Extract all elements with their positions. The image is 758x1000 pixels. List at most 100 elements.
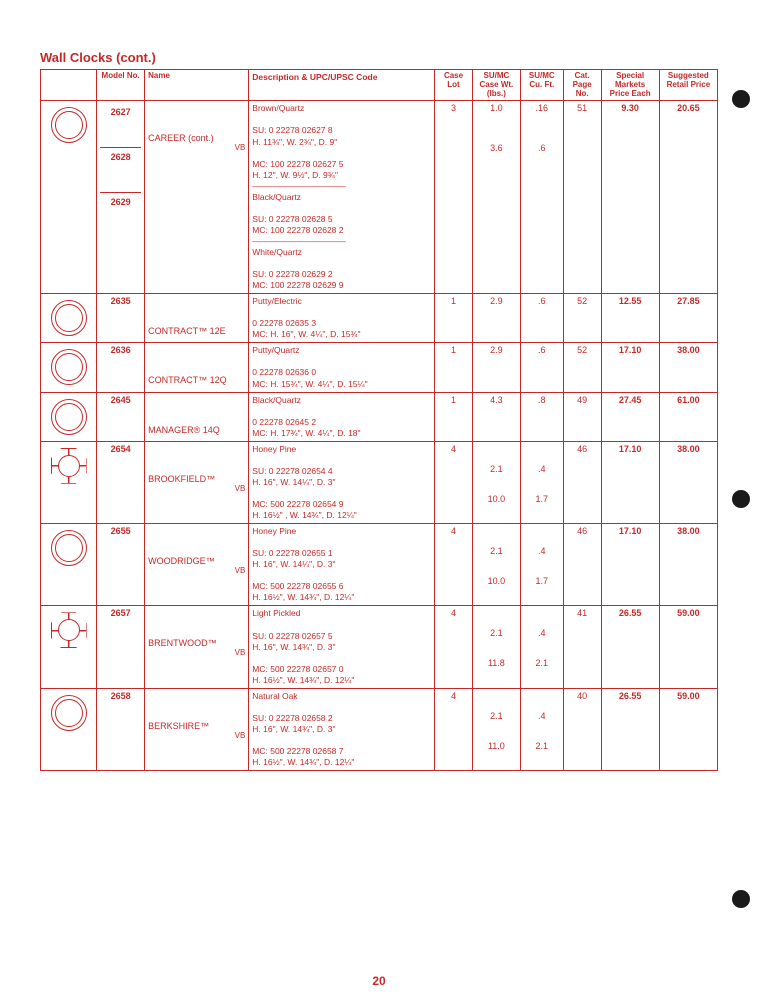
cuft-cell: .4 1.7 (520, 441, 563, 523)
header-catpage: Cat. Page No. (563, 70, 601, 101)
header-row: Model No. Name Description & UPC/UPSC Co… (41, 70, 718, 101)
special-cell: 9.30 (601, 101, 659, 294)
product-image-cell (41, 343, 97, 392)
header-model: Model No. (97, 70, 145, 101)
model-cell: 2655 (97, 524, 145, 606)
product-image-cell (41, 688, 97, 770)
retail-cell: 38.00 (659, 524, 717, 606)
caseLot-cell: 1 (435, 294, 473, 343)
name-cell: BRENTWOOD™VB (145, 606, 249, 688)
description-cell: Light Pickled SU: 0 22278 02657 5 H. 16"… (249, 606, 435, 688)
hole-punch (732, 890, 750, 908)
description-cell: Putty/Quartz 0 22278 02636 0 MC: H. 15¾"… (249, 343, 435, 392)
page-cell: 52 (563, 343, 601, 392)
product-image-cell (41, 441, 97, 523)
description-cell: Honey Pine SU: 0 22278 02655 1 H. 16", W… (249, 524, 435, 606)
header-casewt: SU/MC Case Wt. (lbs.) (472, 70, 520, 101)
model-cell: 2645 (97, 392, 145, 441)
clock-icon (51, 612, 87, 648)
price-table: Model No. Name Description & UPC/UPSC Co… (40, 69, 718, 771)
description-cell: Natural Oak SU: 0 22278 02658 2 H. 16", … (249, 688, 435, 770)
cuft-cell: .6 (520, 343, 563, 392)
caseLot-cell: 1 (435, 392, 473, 441)
retail-cell: 38.00 (659, 343, 717, 392)
product-image-cell (41, 101, 97, 294)
caseLot-cell: 4 (435, 524, 473, 606)
caseLot-cell: 4 (435, 606, 473, 688)
special-cell: 12.55 (601, 294, 659, 343)
special-cell: 17.10 (601, 524, 659, 606)
clock-icon (51, 530, 87, 566)
page-cell: 49 (563, 392, 601, 441)
cuft-cell: .4 2.1 (520, 688, 563, 770)
retail-cell: 20.65 (659, 101, 717, 294)
cuft-cell: .4 2.1 (520, 606, 563, 688)
table-row: 262726282629CAREER (cont.)VBBrown/Quartz… (41, 101, 718, 294)
retail-cell: 61.00 (659, 392, 717, 441)
header-special: Special Markets Price Each (601, 70, 659, 101)
table-row: 2645MANAGER® 14QBlack/Quartz 0 22278 026… (41, 392, 718, 441)
clock-icon (51, 695, 87, 731)
page-cell: 52 (563, 294, 601, 343)
cuft-cell: .4 1.7 (520, 524, 563, 606)
wt-cell: 1.0 3.6 (472, 101, 520, 294)
product-image-cell (41, 392, 97, 441)
page-number: 20 (0, 974, 758, 988)
clock-icon (51, 399, 87, 435)
name-cell: WOODRIDGE™VB (145, 524, 249, 606)
special-cell: 27.45 (601, 392, 659, 441)
table-row: 2636CONTRACT™ 12QPutty/Quartz 0 22278 02… (41, 343, 718, 392)
model-cell: 262726282629 (97, 101, 145, 294)
product-image-cell (41, 524, 97, 606)
caseLot-cell: 4 (435, 688, 473, 770)
wt-cell: 2.9 (472, 294, 520, 343)
header-retail: Suggested Retail Price (659, 70, 717, 101)
special-cell: 26.55 (601, 606, 659, 688)
product-image-cell (41, 294, 97, 343)
page-cell: 46 (563, 441, 601, 523)
model-cell: 2657 (97, 606, 145, 688)
page-cell: 41 (563, 606, 601, 688)
table-row: 2655WOODRIDGE™VBHoney Pine SU: 0 22278 0… (41, 524, 718, 606)
product-image-cell (41, 606, 97, 688)
description-cell: Honey Pine SU: 0 22278 02654 4 H. 16", W… (249, 441, 435, 523)
table-row: 2657BRENTWOOD™VBLight Pickled SU: 0 2227… (41, 606, 718, 688)
retail-cell: 38.00 (659, 441, 717, 523)
wt-cell: 2.1 11.0 (472, 688, 520, 770)
name-cell: BROOKFIELD™VB (145, 441, 249, 523)
retail-cell: 59.00 (659, 606, 717, 688)
caseLot-cell: 4 (435, 441, 473, 523)
wt-cell: 2.9 (472, 343, 520, 392)
model-cell: 2635 (97, 294, 145, 343)
name-cell: BERKSHIRE™VB (145, 688, 249, 770)
caseLot-cell: 3 (435, 101, 473, 294)
cuft-cell: .6 (520, 294, 563, 343)
clock-icon (51, 107, 87, 143)
hole-punch (732, 490, 750, 508)
description-cell: Putty/Electric 0 22278 02635 3 MC: H. 16… (249, 294, 435, 343)
section-title: Wall Clocks (cont.) (40, 50, 718, 65)
clock-icon (51, 448, 87, 484)
cuft-cell: .16 .6 (520, 101, 563, 294)
header-image (41, 70, 97, 101)
name-cell: CONTRACT™ 12E (145, 294, 249, 343)
hole-punch (732, 90, 750, 108)
clock-icon (51, 300, 87, 336)
description-cell: Black/Quartz 0 22278 02645 2 MC: H. 17¾"… (249, 392, 435, 441)
name-cell: MANAGER® 14Q (145, 392, 249, 441)
wt-cell: 2.1 10.0 (472, 524, 520, 606)
header-name: Name (145, 70, 249, 101)
table-row: 2658BERKSHIRE™VBNatural Oak SU: 0 22278 … (41, 688, 718, 770)
name-cell: CONTRACT™ 12Q (145, 343, 249, 392)
header-caselot: Case Lot (435, 70, 473, 101)
name-cell: CAREER (cont.)VB (145, 101, 249, 294)
page-cell: 40 (563, 688, 601, 770)
page-cell: 46 (563, 524, 601, 606)
caseLot-cell: 1 (435, 343, 473, 392)
catalog-page: Wall Clocks (cont.) Model No. Name Descr… (0, 0, 758, 1000)
wt-cell: 2.1 10.0 (472, 441, 520, 523)
retail-cell: 59.00 (659, 688, 717, 770)
model-cell: 2658 (97, 688, 145, 770)
retail-cell: 27.85 (659, 294, 717, 343)
cuft-cell: .8 (520, 392, 563, 441)
